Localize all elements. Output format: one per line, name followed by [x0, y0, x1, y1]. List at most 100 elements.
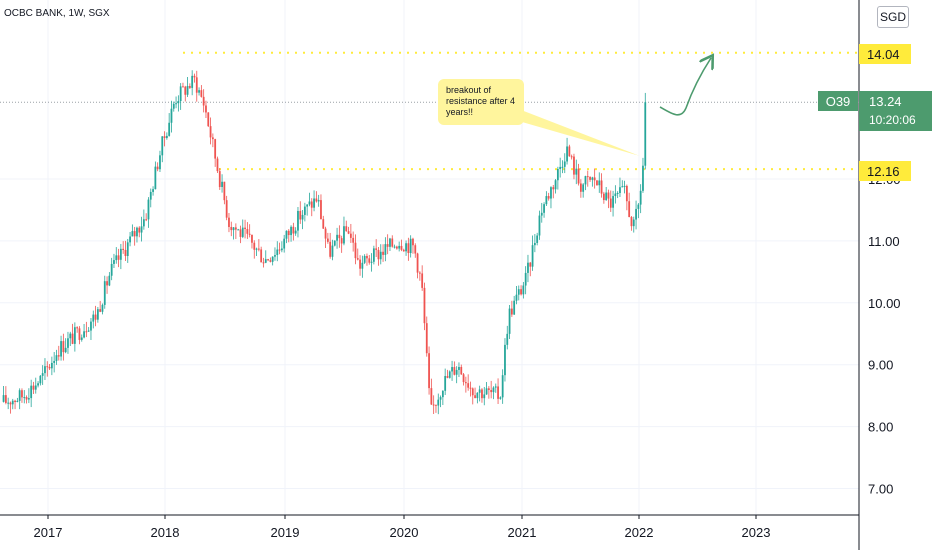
candle	[529, 261, 532, 277]
candle	[497, 378, 499, 404]
candle	[83, 323, 85, 339]
candle	[354, 234, 357, 265]
candle	[439, 395, 442, 408]
projection-arrow[interactable]	[659, 58, 711, 116]
candle	[149, 188, 152, 208]
candle	[216, 156, 219, 174]
candle	[175, 96, 177, 109]
candle	[412, 237, 414, 254]
candle	[159, 150, 161, 172]
x-tick-label: 2022	[625, 525, 654, 540]
candle	[469, 381, 472, 397]
candle	[343, 216, 345, 246]
candle	[269, 257, 272, 263]
candle	[625, 184, 628, 211]
candle	[92, 310, 95, 329]
bar-countdown: 10:20:06	[869, 113, 916, 127]
candle	[313, 190, 315, 212]
y-tick-label: 7.00	[868, 482, 893, 497]
candle	[39, 375, 42, 386]
candle	[432, 395, 435, 415]
candle	[522, 281, 525, 299]
candle	[21, 388, 23, 403]
candle	[214, 138, 217, 167]
candle	[441, 390, 444, 406]
candle	[368, 255, 371, 265]
candle	[133, 226, 136, 246]
candle	[494, 383, 497, 393]
candle	[101, 303, 104, 315]
candle	[145, 213, 148, 222]
candle	[644, 92, 647, 170]
candle	[418, 271, 421, 281]
candle	[264, 250, 267, 264]
candle	[280, 241, 283, 253]
candle	[485, 381, 488, 395]
candle	[363, 254, 366, 265]
candle	[444, 368, 447, 396]
currency-button[interactable]: SGD	[877, 6, 909, 28]
candle	[60, 335, 62, 361]
candle	[239, 225, 242, 244]
candle	[99, 300, 102, 313]
candle	[386, 234, 389, 255]
candle	[163, 131, 166, 147]
candle	[393, 244, 396, 249]
candle	[635, 200, 637, 230]
candle	[400, 239, 403, 252]
candle	[563, 153, 566, 174]
y-tick-label: 9.00	[868, 358, 893, 373]
candle	[579, 179, 582, 198]
candle	[244, 219, 246, 239]
candle	[589, 176, 591, 182]
candle	[53, 351, 56, 373]
candle	[506, 325, 509, 350]
candle	[96, 306, 99, 323]
candle	[577, 163, 580, 186]
candle	[188, 83, 191, 89]
candle	[156, 162, 159, 172]
candle	[115, 247, 118, 264]
x-tick-label: 2019	[271, 525, 300, 540]
candle	[612, 190, 614, 217]
candle	[248, 224, 251, 238]
candle	[306, 204, 309, 216]
candle	[129, 231, 131, 247]
candle	[540, 202, 543, 223]
candle	[600, 173, 603, 198]
x-tick-label: 2021	[508, 525, 537, 540]
candle	[78, 326, 81, 345]
candle	[531, 235, 534, 271]
candle	[297, 206, 299, 238]
candle	[501, 369, 504, 404]
candle	[85, 321, 88, 338]
candle	[561, 160, 564, 174]
candle	[407, 237, 410, 261]
candle	[460, 364, 463, 376]
candle	[90, 317, 92, 341]
candle	[591, 176, 594, 187]
candle	[384, 237, 387, 262]
candle	[50, 356, 53, 376]
candle	[395, 245, 398, 250]
candle	[349, 223, 352, 243]
candle	[207, 112, 210, 128]
candle	[593, 168, 596, 189]
candle	[182, 82, 184, 88]
x-tick-label: 2020	[390, 525, 419, 540]
candle	[225, 195, 228, 221]
candle	[25, 395, 28, 404]
candle	[361, 255, 364, 278]
candle	[621, 180, 624, 188]
candle	[570, 154, 573, 160]
candle	[435, 404, 437, 413]
candle	[416, 252, 419, 279]
breakout-annotation[interactable]: breakout of resistance after 4 years!!	[438, 79, 524, 125]
candle	[106, 276, 108, 294]
candle	[487, 386, 490, 399]
candle	[251, 234, 253, 249]
candle	[290, 225, 292, 242]
candle	[136, 226, 138, 243]
candle	[117, 248, 120, 268]
